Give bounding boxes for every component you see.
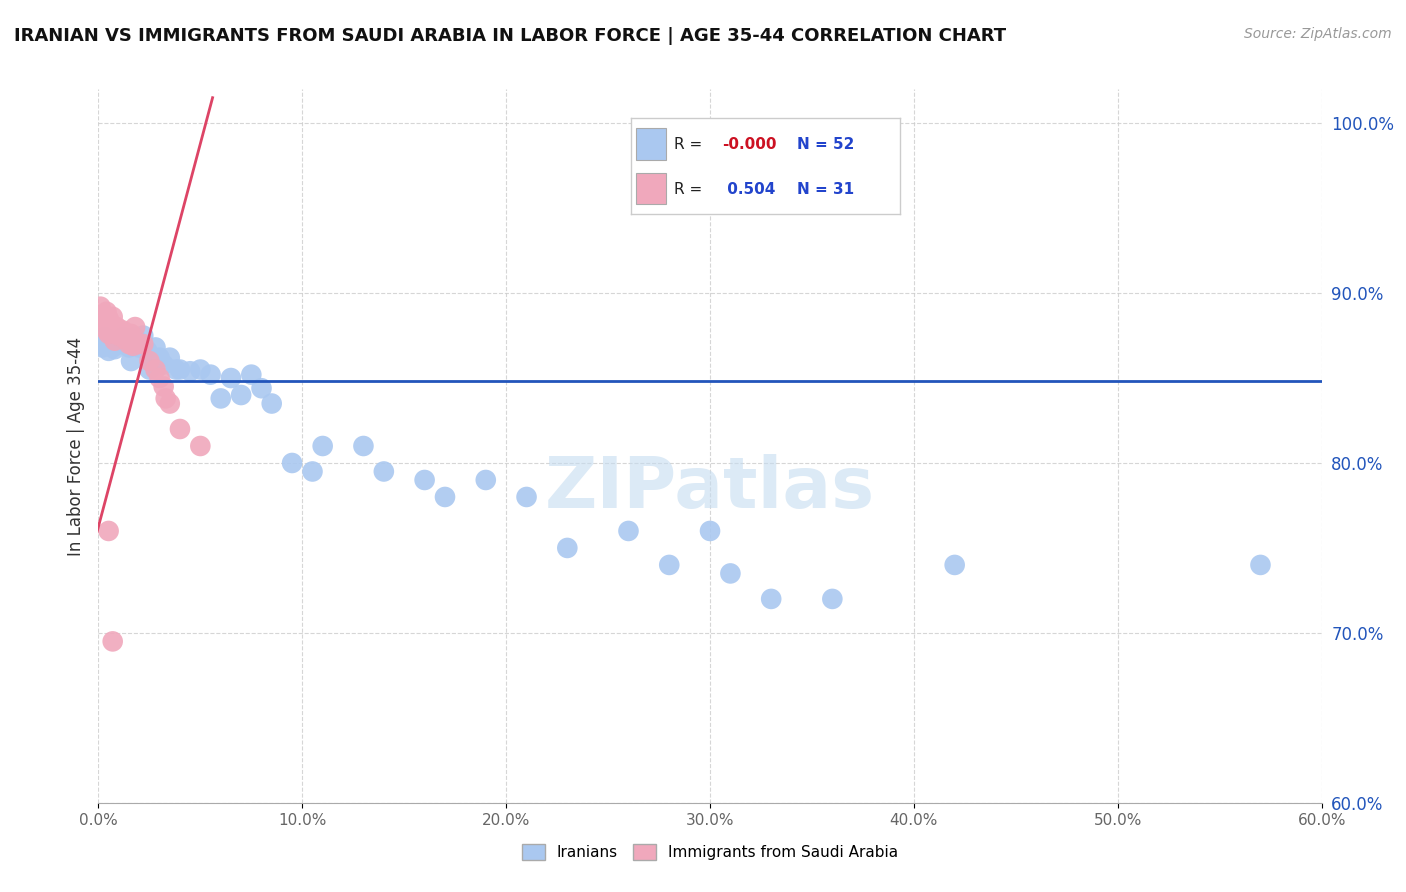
Point xyxy=(138,354,160,368)
Point xyxy=(97,524,120,538)
Point xyxy=(100,334,122,348)
Point xyxy=(260,396,283,410)
Point xyxy=(200,368,222,382)
Point xyxy=(188,439,212,453)
Point xyxy=(312,439,335,453)
Point xyxy=(413,473,436,487)
Point xyxy=(159,351,181,365)
Point xyxy=(136,343,159,358)
Point xyxy=(699,524,721,538)
Point xyxy=(97,311,120,326)
Point xyxy=(132,337,155,351)
Point xyxy=(101,634,124,648)
Point xyxy=(219,371,242,385)
Point xyxy=(152,358,174,372)
Point xyxy=(124,330,146,344)
Point xyxy=(91,341,114,355)
Point xyxy=(434,490,457,504)
Point xyxy=(281,456,304,470)
Point xyxy=(118,337,141,351)
Point xyxy=(100,318,122,333)
Point xyxy=(250,381,273,395)
Point xyxy=(617,524,640,538)
Text: Source: ZipAtlas.com: Source: ZipAtlas.com xyxy=(1244,27,1392,41)
Point xyxy=(301,465,323,479)
Point xyxy=(96,335,118,350)
Point xyxy=(114,332,136,346)
Point xyxy=(101,322,124,336)
Point xyxy=(943,558,966,572)
Point xyxy=(516,490,538,504)
Point xyxy=(658,558,681,572)
Point xyxy=(111,323,134,337)
Text: ZIPatlas: ZIPatlas xyxy=(546,454,875,524)
Point xyxy=(91,308,114,322)
Point xyxy=(128,341,150,355)
Point xyxy=(97,326,120,341)
Point xyxy=(108,328,131,343)
Point xyxy=(159,396,181,410)
Point xyxy=(96,323,118,337)
Point xyxy=(179,364,201,378)
Point xyxy=(145,362,167,376)
Point xyxy=(373,465,395,479)
Point xyxy=(89,332,111,346)
Point xyxy=(93,315,115,329)
Point xyxy=(124,320,146,334)
Point xyxy=(188,362,212,376)
Point xyxy=(104,342,127,356)
Point xyxy=(128,337,150,351)
Point xyxy=(169,362,191,376)
Point xyxy=(97,343,120,358)
Point xyxy=(89,300,111,314)
Point xyxy=(761,591,783,606)
Point xyxy=(104,334,127,348)
Point xyxy=(93,330,115,344)
Point xyxy=(352,439,374,453)
Y-axis label: In Labor Force | Age 35-44: In Labor Force | Age 35-44 xyxy=(66,336,84,556)
Point xyxy=(122,339,145,353)
Point xyxy=(91,337,114,351)
Point xyxy=(149,371,172,385)
Point xyxy=(240,368,263,382)
Point xyxy=(111,330,134,344)
Point xyxy=(152,379,174,393)
Point xyxy=(108,337,131,351)
Point xyxy=(718,566,742,581)
Point xyxy=(474,473,498,487)
Point xyxy=(96,305,118,319)
Point xyxy=(145,341,167,355)
Point xyxy=(101,310,124,324)
Point xyxy=(132,328,155,343)
Point xyxy=(209,392,232,406)
Text: IRANIAN VS IMMIGRANTS FROM SAUDI ARABIA IN LABOR FORCE | AGE 35-44 CORRELATION C: IRANIAN VS IMMIGRANTS FROM SAUDI ARABIA … xyxy=(14,27,1007,45)
Point xyxy=(101,341,124,355)
Point xyxy=(138,362,160,376)
Point xyxy=(165,362,187,376)
Point xyxy=(118,341,141,355)
Point xyxy=(149,351,172,365)
Point xyxy=(1249,558,1271,572)
Legend: Iranians, Immigrants from Saudi Arabia: Iranians, Immigrants from Saudi Arabia xyxy=(516,838,904,866)
Point xyxy=(231,388,253,402)
Point xyxy=(105,320,128,334)
Point xyxy=(155,392,177,406)
Point xyxy=(120,326,142,341)
Point xyxy=(555,541,579,555)
Point xyxy=(120,354,142,368)
Point xyxy=(821,591,844,606)
Point xyxy=(169,422,191,436)
Point xyxy=(93,339,115,353)
